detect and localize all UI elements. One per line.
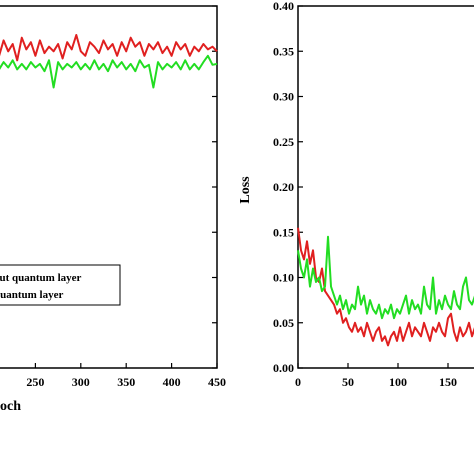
y-tick-label: 0.20: [273, 180, 294, 194]
x-tick-label: 250: [26, 375, 44, 389]
left-legend: out quantum layer quantum layer: [0, 264, 121, 306]
legend-entry-1: out quantum layer: [0, 272, 82, 284]
x-tick-label: 150: [439, 375, 457, 389]
left-series-group: [0, 34, 218, 89]
x-tick-label: 300: [72, 375, 90, 389]
right-x-ticks: 0 50 100 150: [295, 363, 457, 389]
legend-box: [0, 264, 121, 306]
series-line-red: [297, 227, 474, 347]
right-plot-frame: [297, 5, 474, 369]
right-y-axis-title: Loss: [238, 176, 253, 204]
y-tick-label: 0.10: [273, 271, 294, 285]
left-chart-panel: 250 300 350 400 450 out quantum layer quantu…: [0, 5, 226, 414]
left-x-ticks: 250 300 350 400 450: [26, 363, 226, 389]
legend-entry-2: quantum layer: [0, 289, 63, 301]
y-tick-label: 0.30: [273, 90, 294, 104]
left-x-axis-title: och: [0, 399, 21, 414]
series-line-red: [0, 34, 218, 62]
x-tick-label: 100: [389, 375, 407, 389]
series-line-green: [297, 235, 474, 320]
x-tick-label: 400: [163, 375, 181, 389]
y-tick-label: 0.25: [273, 135, 294, 149]
y-tick-label: 0.05: [273, 316, 294, 330]
y-tick-label: 0.40: [273, 0, 294, 13]
right-y-ticks: 0.00 0.05 0.10 0.15 0.20 0.25 0.30 0.35 0.40: [273, 0, 303, 375]
x-tick-label: 0: [295, 375, 301, 389]
right-series-group: [297, 227, 474, 347]
x-tick-label: 450: [208, 375, 226, 389]
y-tick-label: 0.00: [273, 361, 294, 375]
x-tick-label: 350: [117, 375, 135, 389]
series-line-green: [0, 54, 218, 89]
right-chart-panel: 0 50 100 150 0.000.050.100.150.200.250.300.…: [238, 0, 474, 389]
x-tick-label: 50: [342, 375, 354, 389]
y-tick-label: 0.35: [273, 44, 294, 58]
y-tick-label: 0.15: [273, 225, 294, 239]
